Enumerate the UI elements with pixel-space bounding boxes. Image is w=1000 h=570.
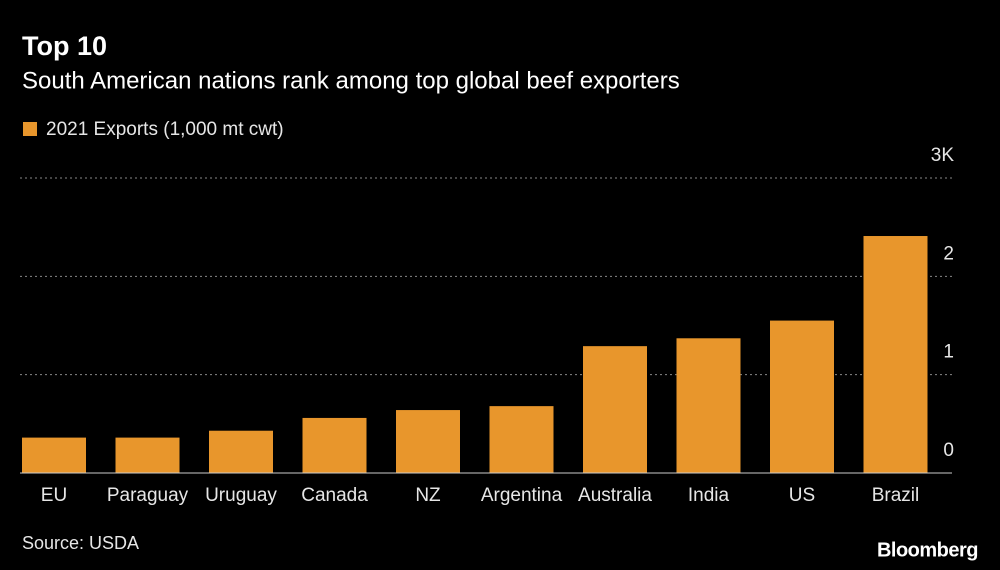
x-tick-label: Uruguay — [205, 485, 277, 506]
x-tick-label: Brazil — [872, 485, 920, 506]
bar — [676, 338, 741, 473]
legend-swatch — [23, 122, 37, 136]
y-tick-label: 1 — [943, 342, 954, 363]
brand: Bloomberg — [877, 539, 978, 561]
y-tick-label: 0 — [943, 440, 954, 461]
chart-title: Top 10 — [22, 31, 107, 61]
y-tick-label: 2 — [943, 243, 954, 264]
legend-label: 2021 Exports (1,000 mt cwt) — [46, 119, 284, 140]
bar — [302, 417, 367, 473]
x-tick-label: Argentina — [481, 485, 563, 506]
bar — [489, 406, 554, 473]
x-tick-label: US — [789, 485, 815, 506]
x-tick-label: Australia — [578, 485, 652, 506]
chart-subtitle: South American nations rank among top gl… — [22, 67, 680, 94]
x-tick-label: EU — [41, 485, 67, 506]
x-tick-label: Canada — [301, 485, 368, 506]
bar — [583, 346, 647, 473]
source: Source: USDA — [22, 533, 139, 553]
bar — [209, 430, 273, 473]
bar — [396, 410, 460, 473]
x-tick-label: India — [688, 485, 730, 506]
x-tick-label: Paraguay — [107, 485, 189, 506]
y-tick-label: 3K — [931, 145, 955, 166]
bar — [770, 320, 834, 473]
bar — [115, 437, 180, 473]
x-tick-label: NZ — [415, 485, 441, 506]
bar — [863, 236, 928, 473]
bar — [22, 437, 86, 473]
